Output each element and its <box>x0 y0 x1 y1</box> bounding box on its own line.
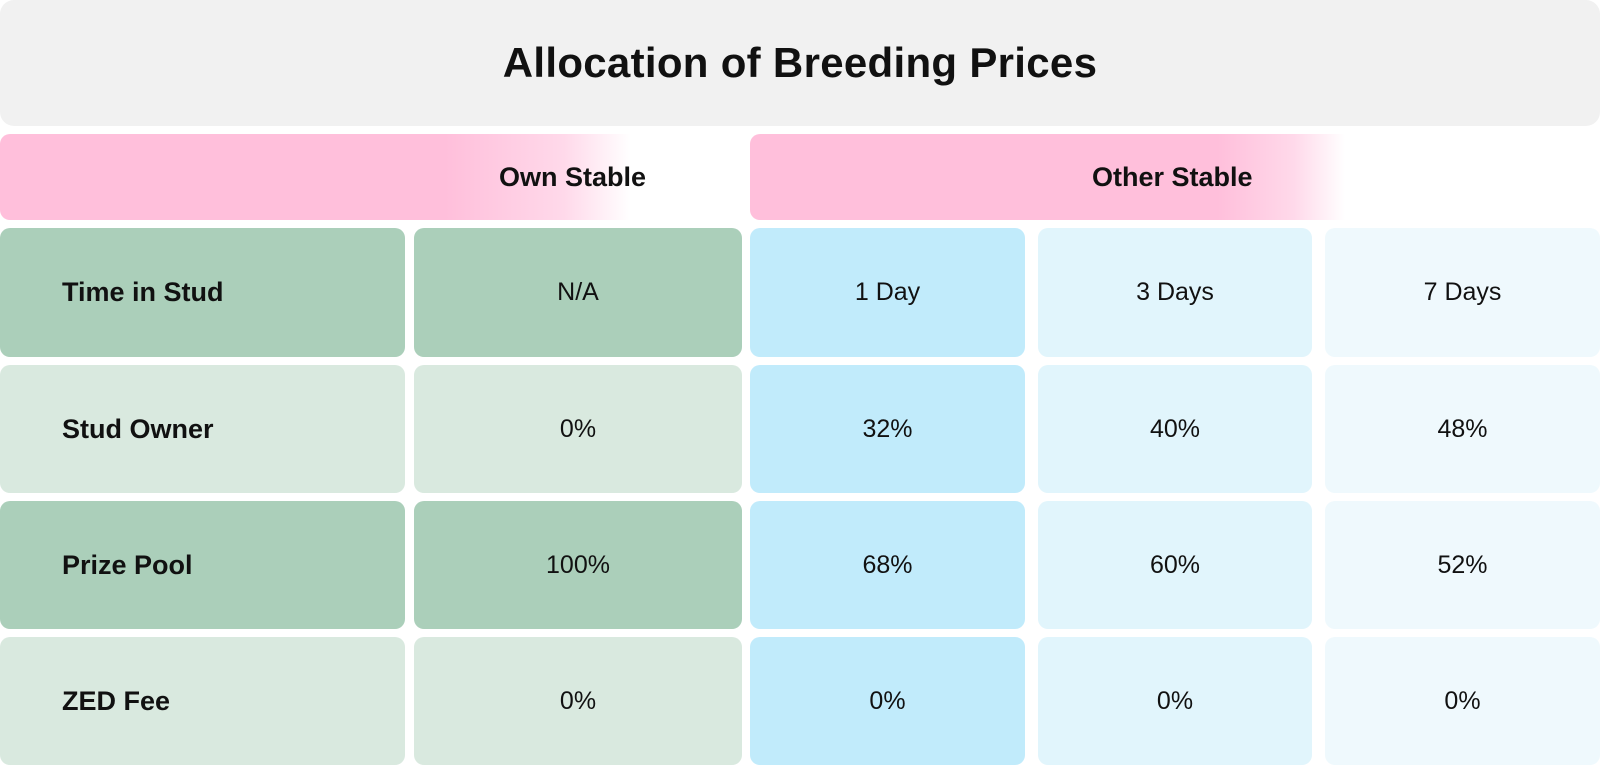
own-cell-zed-fee: 0% <box>414 637 742 765</box>
own-cell-prize-pool: 100% <box>414 501 742 629</box>
cell-1-day-zed-fee: 0% <box>750 637 1025 765</box>
own-stable-label: Own Stable <box>499 161 647 192</box>
cell-7-days-prize-pool: 52% <box>1325 501 1600 629</box>
cell-1-day-stud-owner: 32% <box>750 365 1025 493</box>
cell-7-days-zed-fee: 0% <box>1325 637 1600 765</box>
cell-7-days-stud-owner: 48% <box>1325 365 1600 493</box>
title-bar: Allocation of Breeding Prices <box>0 0 1600 126</box>
row-label-stud-owner: Stud Owner <box>0 365 405 493</box>
own-cell-time-in-stud: N/A <box>414 228 742 357</box>
other-stable-label: Other Stable <box>1092 161 1253 192</box>
cell-3-days-time-in-stud: 3 Days <box>1038 228 1312 357</box>
other-stable-header: Other Stable <box>750 134 1600 220</box>
cell-3-days-stud-owner: 40% <box>1038 365 1312 493</box>
cell-3-days-prize-pool: 60% <box>1038 501 1312 629</box>
row-label-time-in-stud: Time in Stud <box>0 228 405 357</box>
row-label-zed-fee: ZED Fee <box>0 637 405 765</box>
cell-1-day-time-in-stud: 1 Day <box>750 228 1025 357</box>
own-stable-header: Own Stable <box>0 134 742 220</box>
own-cell-stud-owner: 0% <box>414 365 742 493</box>
cell-1-day-prize-pool: 68% <box>750 501 1025 629</box>
cell-7-days-time-in-stud: 7 Days <box>1325 228 1600 357</box>
row-label-prize-pool: Prize Pool <box>0 501 405 629</box>
page-title: Allocation of Breeding Prices <box>502 39 1098 86</box>
cell-3-days-zed-fee: 0% <box>1038 637 1312 765</box>
